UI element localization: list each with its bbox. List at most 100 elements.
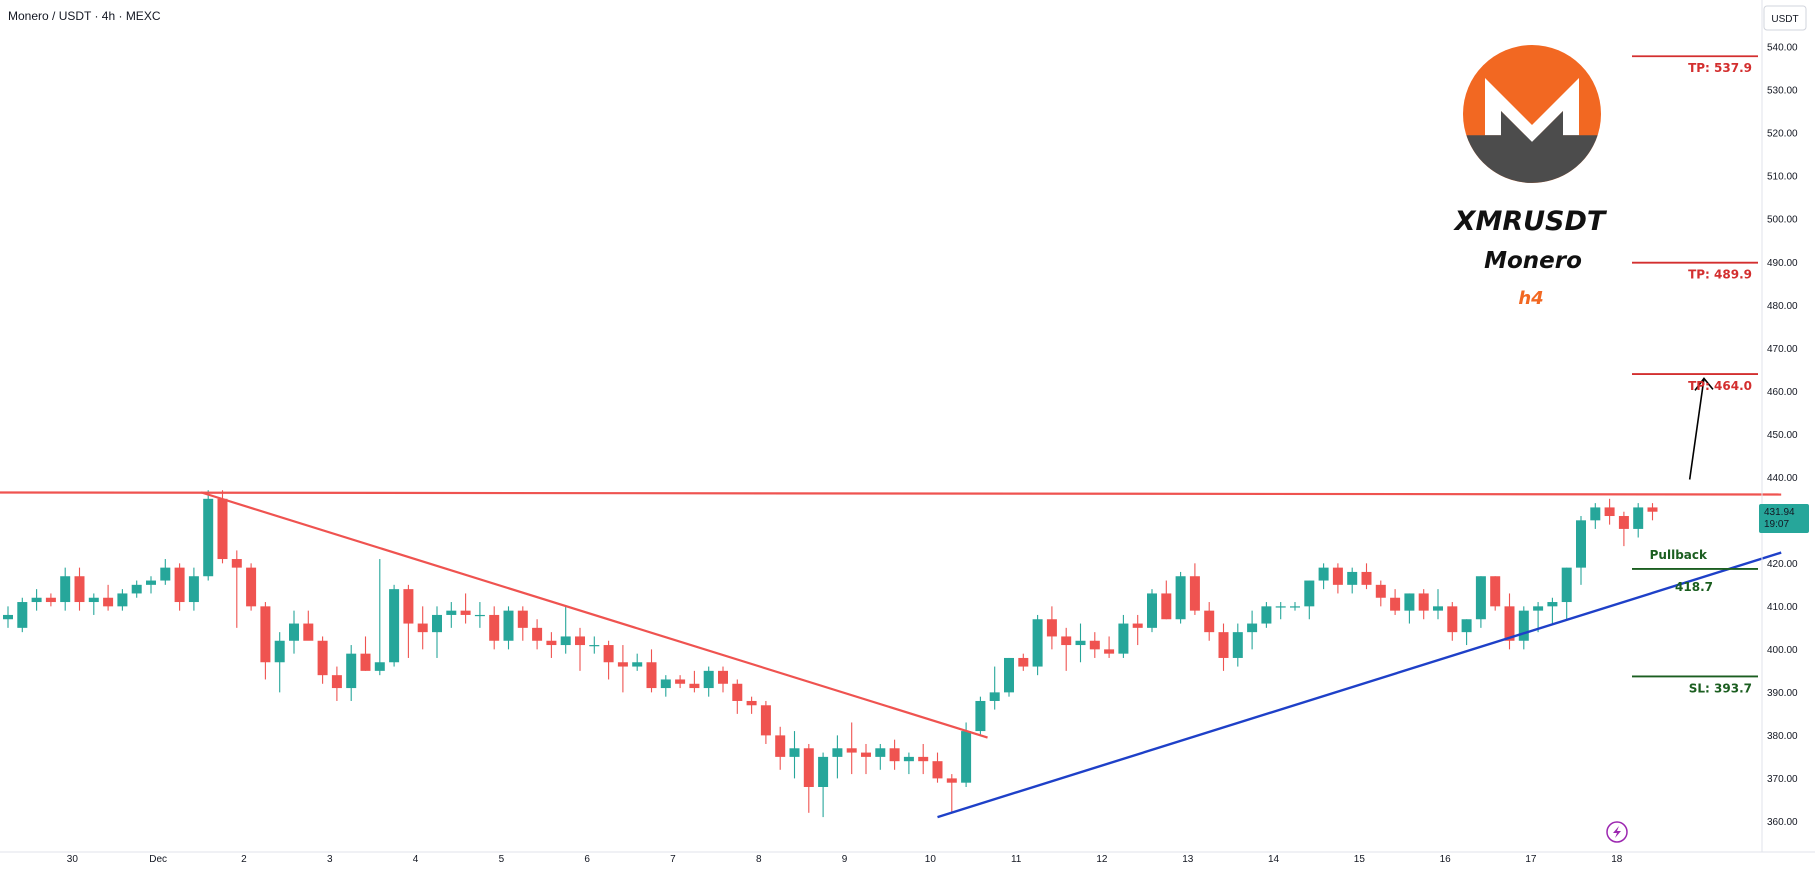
candle-body (1475, 576, 1486, 620)
candle (861, 743, 871, 775)
descending-trendline[interactable] (200, 491, 988, 739)
candle-body (60, 576, 71, 603)
candle (632, 653, 643, 671)
candle-body (188, 576, 199, 603)
candle-body (703, 670, 714, 689)
candle (646, 649, 657, 693)
candle-body (74, 576, 85, 603)
level-tp[interactable]: TP: 537.9 (1632, 55, 1758, 75)
candle-body (818, 756, 829, 787)
x-tick-label: 5 (499, 854, 505, 865)
projection-arrow[interactable] (1688, 378, 1705, 480)
candle-body (1089, 640, 1100, 650)
lightning-icon[interactable] (1606, 821, 1628, 843)
branding: XMRUSDT Monero h4 (1453, 45, 1608, 309)
candle (1218, 623, 1229, 671)
candle-body (675, 679, 686, 684)
candle-body (231, 559, 242, 568)
candle-body (918, 756, 929, 762)
candle-body (1290, 606, 1300, 608)
time-axis[interactable]: 2930Dec23456789101112131415161718 (0, 851, 1815, 865)
candle-body (1561, 567, 1572, 603)
level-tp[interactable]: TP: 464.0 (1632, 373, 1758, 393)
candle-body (1247, 623, 1258, 633)
level-pullback[interactable]: Pullback 418.7 (1632, 548, 1758, 594)
candle-body (360, 653, 371, 671)
candle (1547, 597, 1558, 624)
candle (474, 602, 485, 628)
x-tick-label: 10 (925, 854, 937, 865)
currency-label[interactable]: USDT (1763, 5, 1807, 31)
candle (1132, 614, 1143, 646)
candle (660, 675, 671, 697)
candle (875, 743, 886, 770)
candle-body (961, 731, 972, 783)
y-tick-label: 390.00 (1767, 688, 1798, 699)
candle-body (103, 597, 114, 607)
candle-body (217, 498, 228, 560)
candle (1647, 503, 1658, 521)
candle (260, 602, 271, 680)
candle (1347, 567, 1358, 594)
candle-body (1618, 516, 1629, 529)
candle-body (861, 752, 871, 757)
candle (1447, 602, 1458, 641)
x-tick-label: 15 (1354, 854, 1366, 865)
candle (1490, 576, 1501, 611)
candle (675, 675, 686, 689)
y-tick-label: 480.00 (1767, 301, 1798, 312)
candle (374, 559, 385, 676)
x-tick-label: 6 (584, 854, 590, 865)
candle (231, 550, 242, 628)
candle-body (946, 778, 957, 783)
candle-body (1104, 649, 1115, 654)
candle-body (160, 567, 171, 581)
candle-body (1533, 606, 1544, 611)
drawings-layer (0, 377, 1782, 819)
candle-body (1218, 632, 1229, 658)
candle (789, 731, 800, 779)
candle (1518, 606, 1529, 650)
candle-body (45, 597, 56, 603)
y-tick-label: 420.00 (1767, 559, 1798, 570)
candle-body (131, 584, 142, 594)
candle-body (546, 640, 557, 646)
level-tp[interactable]: TP: 489.9 (1632, 261, 1758, 282)
level-sl[interactable]: SL: 393.7 (1632, 675, 1758, 695)
ascending-support-line[interactable] (937, 551, 1782, 819)
candle-body (289, 623, 299, 641)
candle (1533, 602, 1544, 633)
candle (60, 567, 71, 611)
candle (103, 584, 114, 611)
candle-body (603, 645, 614, 663)
candle (1104, 636, 1115, 658)
candle-body (560, 636, 571, 646)
brand-name: Monero (1484, 248, 1582, 274)
candle (517, 606, 528, 641)
x-tick-label: 11 (1011, 854, 1022, 865)
price-axis[interactable]: 360.00 370.00 380.00 390.00 400.00 410.00 420.… (1761, 0, 1798, 852)
monero-logo (1463, 45, 1601, 183)
x-tick-label: 8 (756, 854, 762, 865)
x-tick-label: 4 (413, 854, 419, 865)
x-tick-label: 13 (1182, 854, 1194, 865)
candle-body (1518, 610, 1529, 641)
y-tick-label: 360.00 (1767, 817, 1798, 828)
candle (1004, 657, 1014, 697)
y-tick-label: 370.00 (1767, 774, 1798, 785)
candle (317, 636, 328, 684)
candle-body (203, 498, 214, 577)
x-tick-label: Dec (149, 854, 167, 865)
candle (3, 606, 13, 628)
candle-body (474, 614, 485, 617)
candle-body (1275, 606, 1286, 608)
resistance-line[interactable] (0, 491, 1782, 496)
candle (1504, 593, 1515, 650)
candle (532, 619, 543, 650)
candle (1147, 589, 1157, 633)
brand-timeframe: h4 (1518, 288, 1543, 309)
y-tick-label: 520.00 (1767, 129, 1798, 140)
candle-body (932, 761, 943, 779)
candle-body (1461, 619, 1472, 633)
